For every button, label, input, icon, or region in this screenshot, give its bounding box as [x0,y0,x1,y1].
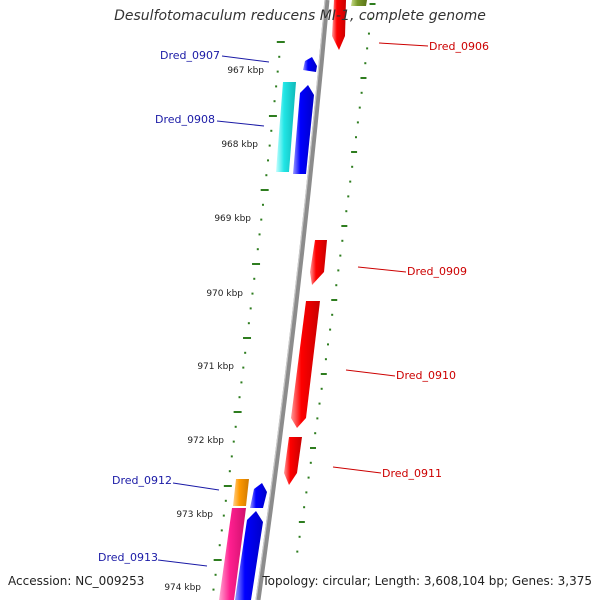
kbp-label-969: 969 kbp [214,214,251,224]
left-tick-ring [212,41,285,591]
gene-arrow-dred-0910[interactable] [291,301,320,428]
leader-dred-0912 [172,482,220,491]
leader-dred-0910 [345,369,396,377]
gene-label-dred-0913[interactable]: Dred_0913 [98,551,158,564]
kbp-label-973: 973 kbp [176,510,213,520]
gene-arrow-dred-0908-cyan[interactable] [276,82,296,172]
gene-arrow-pink[interactable] [219,508,246,600]
gene-arrow-dred-0908[interactable] [293,85,314,174]
leader-dred-0913 [157,559,208,567]
kbp-label-974: 974 kbp [164,583,201,593]
gene-label-dred-0908[interactable]: Dred_0908 [155,113,215,126]
right-tick-ring [296,3,376,553]
leader-dred-0911 [332,466,382,474]
genome-summary-text: Topology: circular; Length: 3,608,104 bp… [262,574,592,588]
genome-backbone [255,0,330,600]
kbp-label-972: 972 kbp [187,436,224,446]
map-title: Desulfotomaculum reducens MI-1, complete… [114,8,486,24]
gene-label-dred-0910[interactable]: Dred_0910 [396,369,456,382]
accession-text: Accession: NC_009253 [8,574,145,588]
gene-arrow-dred-0907[interactable] [303,57,317,72]
leader-dred-0906 [378,42,429,47]
gene-arrow-olive[interactable] [351,0,367,6]
kbp-label-970: 970 kbp [206,289,243,299]
gene-label-dred-0907[interactable]: Dred_0907 [160,49,220,62]
kbp-label-971: 971 kbp [197,362,234,372]
gene-arrow-dred-0906[interactable] [332,0,346,50]
gene-label-dred-0906[interactable]: Dred_0906 [429,40,489,53]
gene-arrow-orange[interactable] [233,479,249,506]
gene-label-dred-0909[interactable]: Dred_0909 [407,265,467,278]
kbp-label-967: 967 kbp [227,66,264,76]
gene-label-dred-0911[interactable]: Dred_0911 [382,467,442,480]
gene-arrow-dred-0911[interactable] [284,437,302,485]
leader-dred-0907 [221,55,270,63]
gene-arrow-dred-0912[interactable] [250,483,267,508]
gene-arrow-dred-0909[interactable] [310,240,327,285]
leader-dred-0909 [357,266,407,273]
kbp-label-968: 968 kbp [221,140,258,150]
leader-dred-0908 [216,120,265,127]
gene-label-dred-0912[interactable]: Dred_0912 [112,474,172,487]
genome-backbone-highlight [255,0,326,600]
gene-arrow-dred-0913[interactable] [235,511,263,600]
